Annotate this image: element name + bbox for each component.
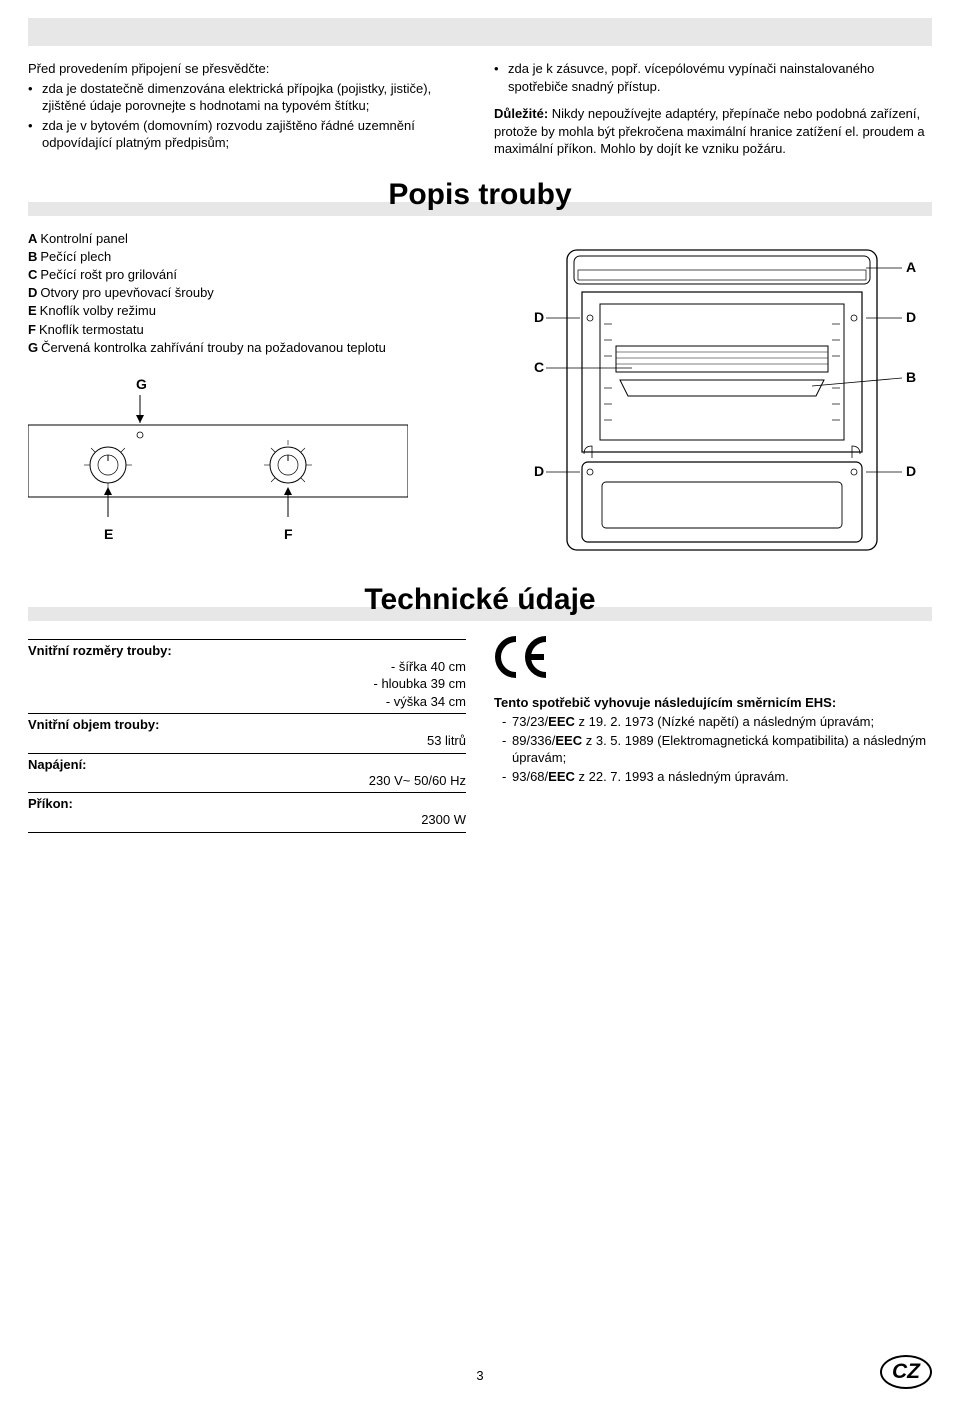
- header-gray-bar: [28, 18, 932, 46]
- country-badge: CZ: [880, 1355, 932, 1389]
- legend-item: DOtvory pro upevňovací šrouby: [28, 284, 492, 302]
- legend-item: FKnoflík termostatu: [28, 321, 492, 339]
- tech-left-col: Vnitřní rozměry trouby: - šířka 40 cm - …: [28, 635, 466, 833]
- tech-right-col: Tento spotřebič vyhovuje následujícím sm…: [494, 635, 932, 833]
- svg-text:D: D: [906, 463, 916, 479]
- legend-item: GČervená kontrolka zahřívání trouby na p…: [28, 339, 492, 357]
- svg-text:D: D: [534, 309, 544, 325]
- popis-row: AKontrolní panel BPečící plech CPečící r…: [28, 230, 932, 573]
- svg-text:B: B: [906, 369, 916, 385]
- tech-columns: Vnitřní rozměry trouby: - šířka 40 cm - …: [28, 635, 932, 833]
- svg-text:E: E: [104, 526, 113, 542]
- tech-values: 2300 W: [28, 811, 466, 829]
- important-label: Důležité:: [494, 106, 548, 121]
- svg-text:D: D: [906, 309, 916, 325]
- page-number: 3: [0, 1368, 960, 1383]
- directive-item: 93/68/EEC z 22. 7. 1993 a následným úpra…: [502, 768, 932, 786]
- svg-text:G: G: [136, 377, 147, 392]
- popis-title: Popis trouby: [28, 178, 932, 212]
- tech-label: Příkon:: [28, 796, 466, 811]
- tech-label: Vnitřní rozměry trouby:: [28, 643, 466, 658]
- tech-title: Technické údaje: [28, 583, 932, 617]
- tech-row: Napájení: 230 V~ 50/60 Hz: [28, 754, 466, 794]
- intro-right-col: zda je k zásuvce, popř. vícepólovému vyp…: [494, 60, 932, 160]
- intro-bullet: zda je dostatečně dimenzována elektrická…: [28, 80, 466, 115]
- important-paragraph: Důležité: Nikdy nepoužívejte adaptéry, p…: [494, 105, 932, 158]
- tech-row: Vnitřní objem trouby: 53 litrů: [28, 714, 466, 754]
- svg-text:C: C: [534, 359, 544, 375]
- ce-mark-icon: [494, 635, 932, 686]
- directives-intro: Tento spotřebič vyhovuje následujícím sm…: [494, 694, 932, 712]
- intro-bullet: zda je k zásuvce, popř. vícepólovému vyp…: [494, 60, 932, 95]
- tech-table: Vnitřní rozměry trouby: - šířka 40 cm - …: [28, 639, 466, 833]
- tech-row: Příkon: 2300 W: [28, 793, 466, 833]
- tech-label: Vnitřní objem trouby:: [28, 717, 466, 732]
- intro-left-col: Před provedením připojení se přesvědčte:…: [28, 60, 466, 160]
- intro-right-bullets: zda je k zásuvce, popř. vícepólovému vyp…: [494, 60, 932, 95]
- svg-text:D: D: [534, 463, 544, 479]
- tech-label: Napájení:: [28, 757, 466, 772]
- tech-heading-wrap: Technické údaje: [28, 583, 932, 621]
- legend-item: EKnoflík volby režimu: [28, 302, 492, 320]
- svg-text:A: A: [906, 259, 916, 275]
- important-text: Nikdy nepoužívejte adaptéry, přepínače n…: [494, 106, 925, 156]
- svg-text:F: F: [284, 526, 293, 542]
- oven-diagram: D C D A D B D: [512, 230, 932, 573]
- tech-values: 230 V~ 50/60 Hz: [28, 772, 466, 790]
- directive-item: 89/336/EEC z 3. 5. 1989 (Elektromagnetic…: [502, 732, 932, 767]
- intro-left-bullets: zda je dostatečně dimenzována elektrická…: [28, 80, 466, 152]
- intro-lead: Před provedením připojení se přesvědčte:: [28, 60, 466, 78]
- legend-item: CPečící rošt pro grilování: [28, 266, 492, 284]
- legend-item: BPečící plech: [28, 248, 492, 266]
- popis-heading-wrap: Popis trouby: [28, 178, 932, 216]
- intro-columns: Před provedením připojení se přesvědčte:…: [28, 60, 932, 160]
- directives-list: 73/23/EEC z 19. 2. 1973 (Nízké napětí) a…: [494, 713, 932, 785]
- tech-values: 53 litrů: [28, 732, 466, 750]
- tech-values: - šířka 40 cm - hloubka 39 cm - výška 34…: [28, 658, 466, 711]
- control-panel-diagram: G: [28, 377, 408, 550]
- tech-row: Vnitřní rozměry trouby: - šířka 40 cm - …: [28, 639, 466, 715]
- legend-list: AKontrolní panel BPečící plech CPečící r…: [28, 230, 492, 357]
- directive-item: 73/23/EEC z 19. 2. 1973 (Nízké napětí) a…: [502, 713, 932, 731]
- legend-item: AKontrolní panel: [28, 230, 492, 248]
- legend-column: AKontrolní panel BPečící plech CPečící r…: [28, 230, 492, 550]
- intro-bullet: zda je v bytovém (domovním) rozvodu zaji…: [28, 117, 466, 152]
